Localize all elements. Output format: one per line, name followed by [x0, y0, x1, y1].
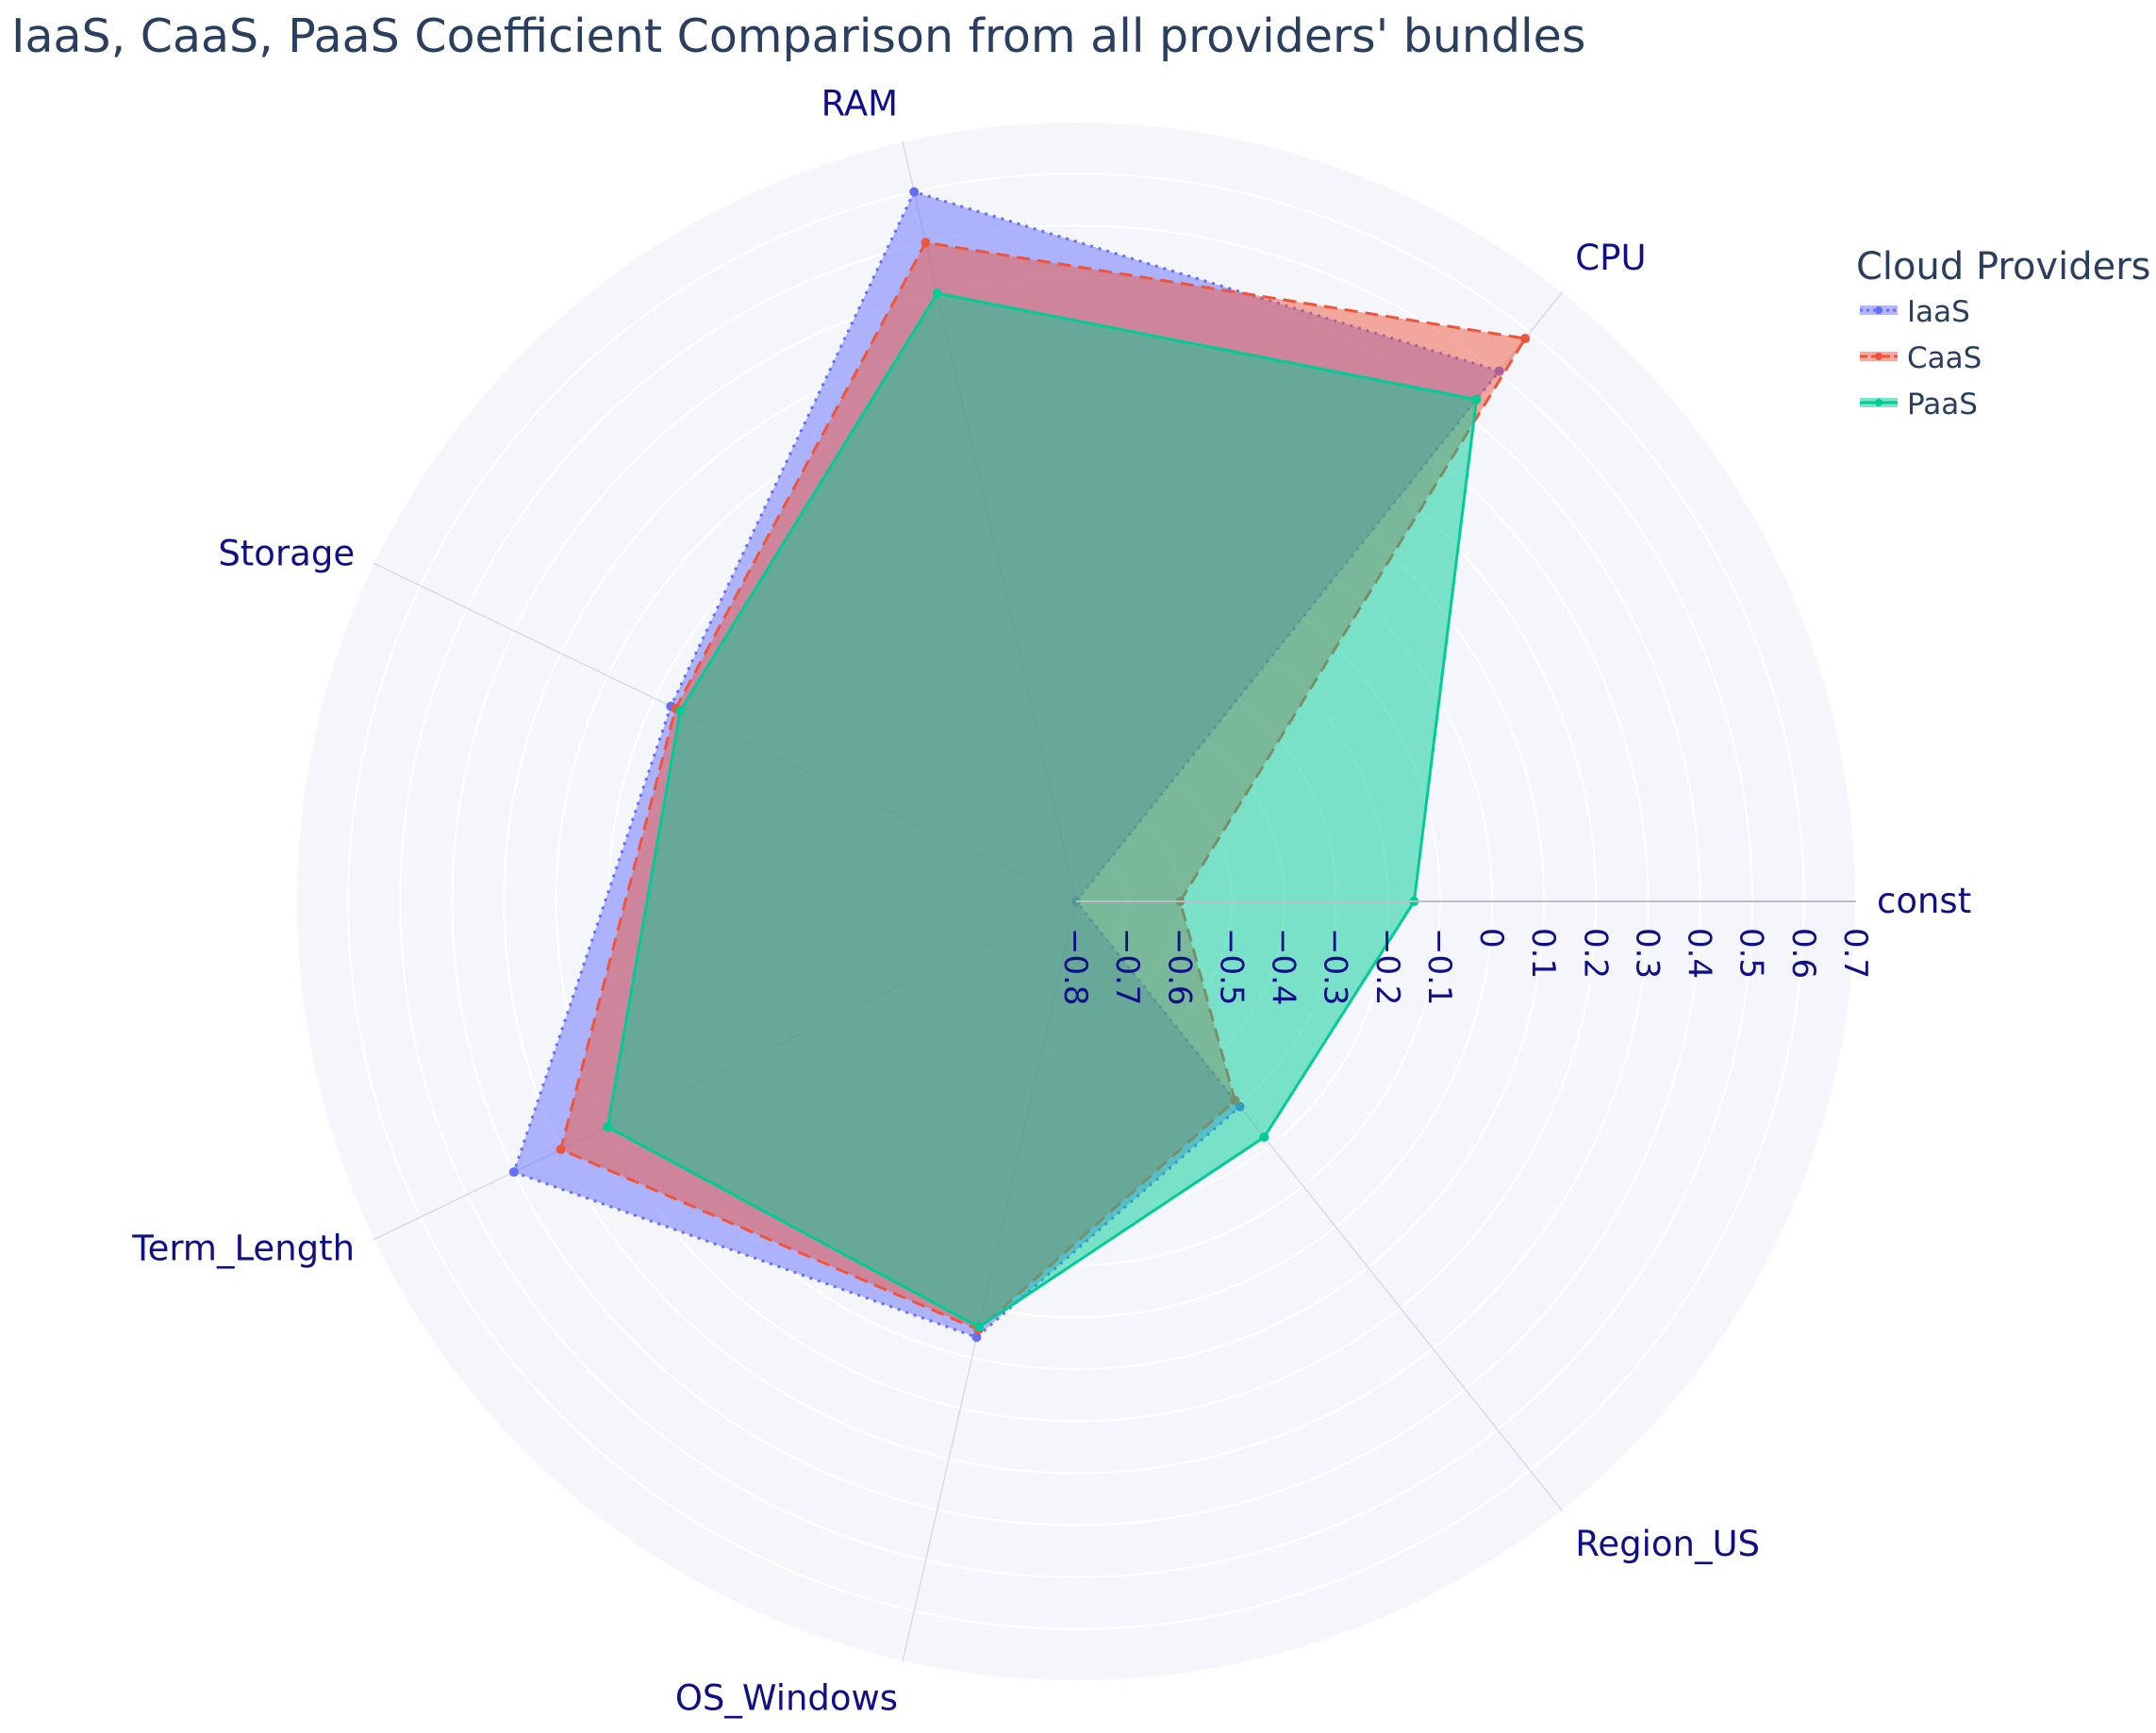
point-paas-storage[interactable] [675, 705, 686, 716]
series-paas [603, 288, 1482, 1332]
series-area-paas [605, 291, 1479, 1329]
legend-label: CaaS [1907, 341, 1982, 375]
radial-tick-label: −0.6 [1160, 928, 1198, 1006]
point-iaas-term-length[interactable] [508, 1167, 519, 1178]
radial-tick-label: −0.1 [1420, 928, 1458, 1006]
legend-item-paas[interactable]: PaaS [1860, 388, 1978, 421]
point-caas-term-length[interactable] [556, 1145, 566, 1155]
radial-tick-label: −0.5 [1212, 928, 1250, 1006]
radial-axis: −0.8 −0.7 −0.6 −0.5 −0.4 −0.3 −0.2 −0.1 0 0.1 0.2 0… [1056, 900, 1874, 1006]
axis-label-region-us: Region_US [1575, 1524, 1760, 1564]
point-iaas-os-windows[interactable] [971, 1332, 982, 1343]
axis-label-storage: Storage [218, 534, 355, 574]
point-caas-cpu[interactable] [1520, 333, 1531, 343]
radial-tick-label: 0.5 [1733, 928, 1770, 979]
legend-marker [1875, 399, 1882, 406]
radial-tick-label: −0.7 [1108, 928, 1146, 1006]
legend-title: Cloud Providers [1856, 245, 2151, 289]
legend-label: IaaS [1907, 295, 1970, 329]
point-paas-term-length[interactable] [603, 1122, 613, 1132]
legend-marker [1875, 306, 1882, 314]
point-caas-ram[interactable] [920, 238, 931, 248]
chart-title: IaaS, CaaS, PaaS Coefficient Comparison … [11, 9, 1585, 63]
radial-tick-label: 0.2 [1576, 928, 1614, 979]
legend-label: PaaS [1907, 388, 1978, 421]
angular-axis-labels: const CPU RAM Storage Term_Length OS_Windows R… [131, 83, 1971, 1718]
legend-marker [1875, 353, 1882, 360]
radial-tick-label: 0.1 [1524, 928, 1562, 979]
point-paas-ram[interactable] [932, 288, 942, 298]
axis-label-cpu: CPU [1575, 238, 1646, 278]
radial-tick-label: 0.6 [1784, 928, 1822, 979]
legend: Cloud Providers IaaS CaaS PaaS [1856, 245, 2151, 421]
series-layer [508, 187, 1531, 1343]
axis-label-const: const [1877, 881, 1971, 921]
radial-tick-label: 0 [1472, 928, 1510, 949]
axis-label-os-windows: OS_Windows [675, 1678, 898, 1719]
point-paas-os-windows[interactable] [973, 1322, 984, 1332]
radial-tick-label: −0.3 [1317, 928, 1354, 1006]
radial-tick-label: 0.3 [1629, 928, 1667, 979]
axis-label-ram: RAM [821, 83, 898, 124]
radial-tick-label: 0.4 [1681, 928, 1718, 979]
radial-tick-label: −0.8 [1056, 928, 1094, 1006]
legend-item-iaas[interactable]: IaaS [1860, 295, 1970, 329]
legend-item-caas[interactable]: CaaS [1860, 341, 1982, 375]
radial-tick-label: 0.7 [1836, 928, 1874, 979]
point-paas-cpu[interactable] [1471, 394, 1482, 404]
radial-tick-label: −0.4 [1265, 928, 1302, 1006]
point-paas-region-us[interactable] [1259, 1132, 1269, 1143]
axis-label-term-length: Term_Length [131, 1228, 355, 1268]
point-iaas-ram[interactable] [909, 187, 920, 197]
radial-tick-label: −0.2 [1368, 928, 1406, 1006]
